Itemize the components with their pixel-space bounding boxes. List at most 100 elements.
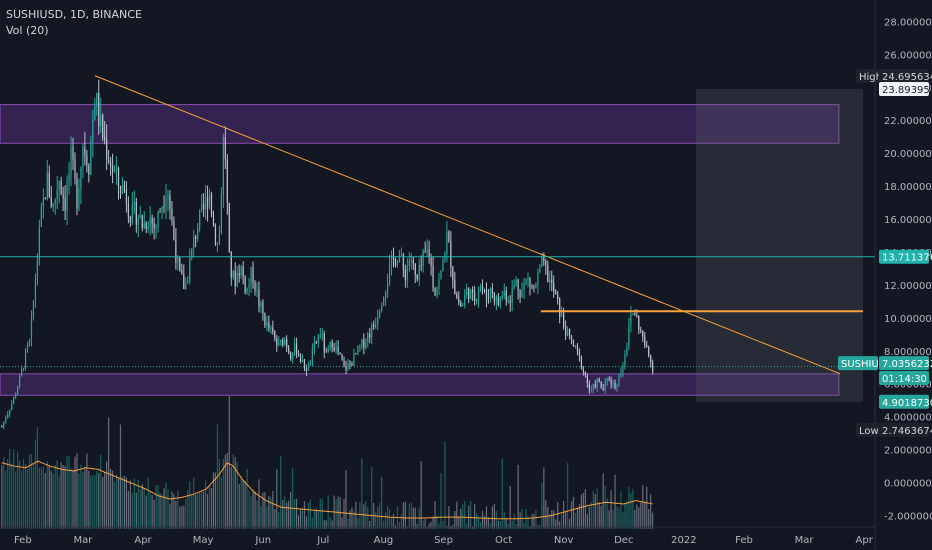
volume-bar <box>139 489 141 529</box>
time-tick-label: May <box>193 535 214 546</box>
volume-bar <box>252 489 254 529</box>
time-tick-label: Feb <box>14 535 32 546</box>
volume-bar <box>30 454 33 529</box>
last-price-tag-bg <box>879 356 929 371</box>
candle-body <box>458 297 460 303</box>
zones-layer <box>0 104 840 396</box>
symbol-tag: SUSHIUSD <box>841 359 893 370</box>
candle-body <box>64 197 66 211</box>
volume-bar <box>341 517 343 529</box>
upper-box-tag-bg <box>879 82 929 97</box>
candle-body <box>276 338 278 346</box>
candle-body <box>264 313 266 326</box>
candle-body <box>288 347 290 353</box>
candle-body <box>493 292 495 302</box>
candle-body <box>141 215 143 228</box>
volume-bar <box>610 490 612 529</box>
volume-indicator-line[interactable]: Vol (20) <box>6 24 49 37</box>
candle-body <box>462 305 464 307</box>
volume-bar <box>485 506 488 529</box>
candle-body <box>335 346 337 351</box>
volume-bar <box>345 470 347 529</box>
candle-body <box>547 264 549 282</box>
time-axis[interactable]: Feb Mar Apr May Jun Jul Aug Sep Oct Nov Dec 2022 Feb… <box>14 535 874 546</box>
candle-body <box>54 198 56 205</box>
candle-body <box>32 300 35 318</box>
price-axis[interactable]: 28.000000026.000000024.000000022.0000000… <box>884 17 932 522</box>
volume-bar <box>282 500 284 529</box>
volume-bar <box>543 467 545 529</box>
volume-bar <box>555 519 557 529</box>
candle-body <box>523 283 525 291</box>
candle-body <box>600 382 602 389</box>
volume-bar <box>34 439 37 529</box>
volume-bar <box>246 468 248 529</box>
candle-body <box>254 282 256 291</box>
volume-bar <box>592 491 594 529</box>
candle-body <box>206 196 209 208</box>
volume-bar <box>22 458 25 529</box>
candle-body <box>185 283 187 290</box>
candle-body <box>108 159 110 163</box>
candle-body <box>173 221 175 240</box>
volume-bar <box>388 509 391 529</box>
volume-bar <box>232 454 234 529</box>
candle-body <box>507 300 509 302</box>
candle-body <box>408 260 410 266</box>
volume-bar <box>58 475 60 529</box>
upper-box-tag: 23.8939557 <box>882 85 932 96</box>
candle-body <box>147 226 149 229</box>
candle-body <box>84 146 86 156</box>
candle-body <box>367 333 369 342</box>
candle-body <box>479 285 482 289</box>
volume-bar <box>119 424 122 529</box>
candle-body <box>473 292 476 302</box>
volume-bar <box>228 396 230 529</box>
time-tick-label: Apr <box>134 535 152 546</box>
candle-body <box>157 211 159 227</box>
candle-body <box>472 289 474 293</box>
candle-body <box>624 354 626 365</box>
volume-bar <box>424 519 426 529</box>
volume-bar <box>473 503 476 529</box>
volume-bar <box>440 472 442 529</box>
volume-bar <box>173 494 175 529</box>
candle-body <box>165 197 167 208</box>
candle-body <box>119 186 122 194</box>
volume-bar <box>438 523 440 529</box>
volume-bar <box>92 475 94 529</box>
candle-body <box>278 342 280 346</box>
volume-bar <box>638 507 640 529</box>
volume-bar <box>15 471 17 529</box>
candle-body <box>131 203 133 223</box>
volume-bar <box>5 471 7 529</box>
candle-body <box>410 260 412 262</box>
candle-body <box>541 256 543 267</box>
candle-body <box>616 384 618 388</box>
candle-body <box>293 343 296 356</box>
symbol-line[interactable]: SUSHIUSD, 1D, BINANCE <box>6 8 142 21</box>
candle-body <box>218 233 221 244</box>
volume-bar <box>640 502 642 529</box>
candle-body <box>349 363 351 365</box>
candle-body <box>549 279 551 282</box>
volume-bar <box>248 490 250 529</box>
volume-bar <box>102 476 104 529</box>
candle-body <box>48 172 50 198</box>
candle-body <box>111 166 114 172</box>
candle-body <box>149 217 151 227</box>
candle-body <box>242 266 244 277</box>
volume-bar <box>145 495 147 529</box>
volume-bar <box>359 502 361 529</box>
volume-bar <box>608 510 610 529</box>
candle-body <box>74 159 76 178</box>
volume-bar <box>109 468 112 529</box>
volume-bar <box>42 466 44 529</box>
volume-bar <box>489 523 492 529</box>
volume-bar <box>66 455 68 529</box>
candle-body <box>576 345 579 352</box>
